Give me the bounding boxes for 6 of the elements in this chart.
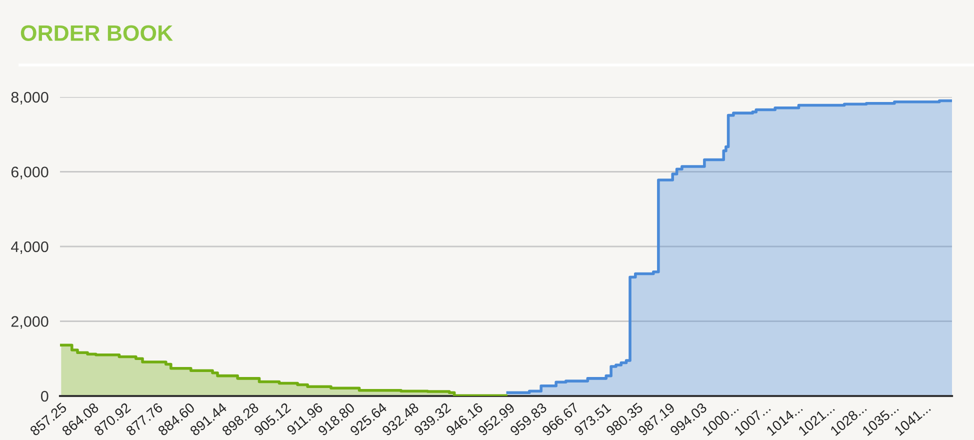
y-tick-label: 2,000 xyxy=(11,316,48,329)
y-tick-label: 6,000 xyxy=(11,166,48,180)
y-tick-label: 0 xyxy=(40,390,48,402)
y-tick-label: 8,000 xyxy=(11,92,48,104)
chart-title: ORDER BOOK xyxy=(20,25,173,41)
y-tick-label: 4,000 xyxy=(11,241,48,254)
